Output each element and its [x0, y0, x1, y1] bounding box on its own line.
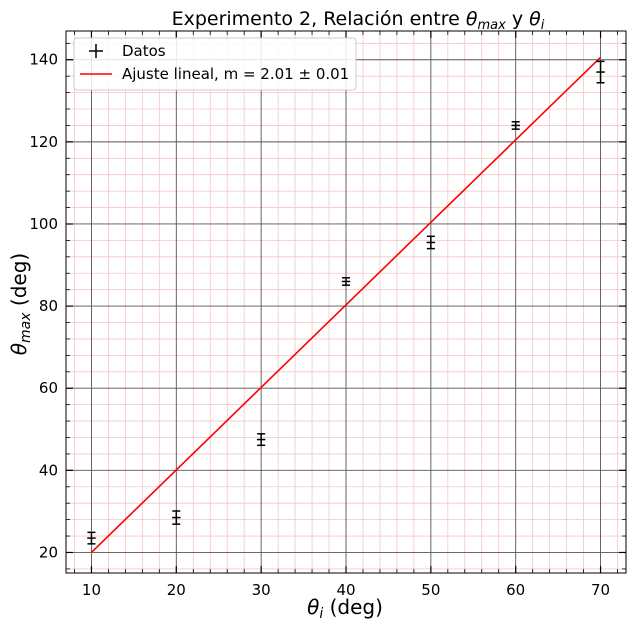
data-point [341, 277, 351, 286]
title-mid: y [506, 8, 529, 30]
x-axis-label: θi (deg) [307, 595, 383, 622]
title-theta-i: θ [529, 8, 541, 30]
xlabel-theta: θ [307, 595, 319, 619]
title-sub-i: i [541, 18, 545, 33]
y-tick-label: 140 [29, 51, 58, 69]
data-point [596, 60, 605, 84]
x-tick-label: 60 [506, 581, 525, 599]
y-tick-label: 40 [39, 461, 58, 479]
y-tick-label: 80 [39, 297, 58, 315]
data-point [256, 433, 266, 447]
legend-marker-datos [89, 44, 103, 58]
x-tick-label: 40 [336, 581, 355, 599]
ylabel-unit: (deg) [7, 253, 31, 313]
xlabel-sub: i [319, 606, 323, 622]
x-tick-label: 70 [591, 581, 610, 599]
x-tick-label: 10 [82, 581, 101, 599]
data-point [511, 120, 520, 130]
y-tick-label: 100 [29, 215, 58, 233]
y-axis-label: θmax (deg) [7, 253, 34, 355]
major-grid [66, 31, 626, 573]
y-tick-label: 20 [39, 543, 58, 561]
title-sub-max: max [478, 18, 507, 33]
legend-label-ajuste: Ajuste lineal, m = 2.01 ± 0.01 [122, 65, 349, 83]
y-tick-label: 120 [29, 133, 58, 151]
ylabel-sub: max [18, 312, 34, 343]
axis-ticks [66, 31, 626, 573]
title-prefix: Experimento 2, Relación entre [172, 8, 466, 30]
tick-labels: 10 20 30 40 50 60 70 20 40 60 80 100 120 140 [29, 51, 610, 599]
legend-box [73, 37, 357, 91]
legend: Datos Ajuste lineal, m = 2.01 ± 0.01 [73, 37, 357, 91]
x-tick-label: 30 [252, 581, 271, 599]
fit-line [90, 56, 602, 554]
data-point [172, 510, 181, 525]
title-theta-max: θ [466, 8, 478, 30]
data-point [87, 531, 96, 545]
legend-label-datos: Datos [122, 42, 166, 60]
x-tick-label: 50 [421, 581, 440, 599]
data-point [426, 235, 436, 250]
xlabel-unit: (deg) [323, 595, 383, 619]
plot-series [87, 56, 605, 554]
chart-title: Experimento 2, Relación entre θmax y θi [172, 8, 545, 33]
ylabel-theta: θ [7, 343, 31, 355]
y-tick-label: 60 [39, 379, 58, 397]
x-tick-label: 20 [167, 581, 186, 599]
minor-grid [66, 31, 626, 573]
